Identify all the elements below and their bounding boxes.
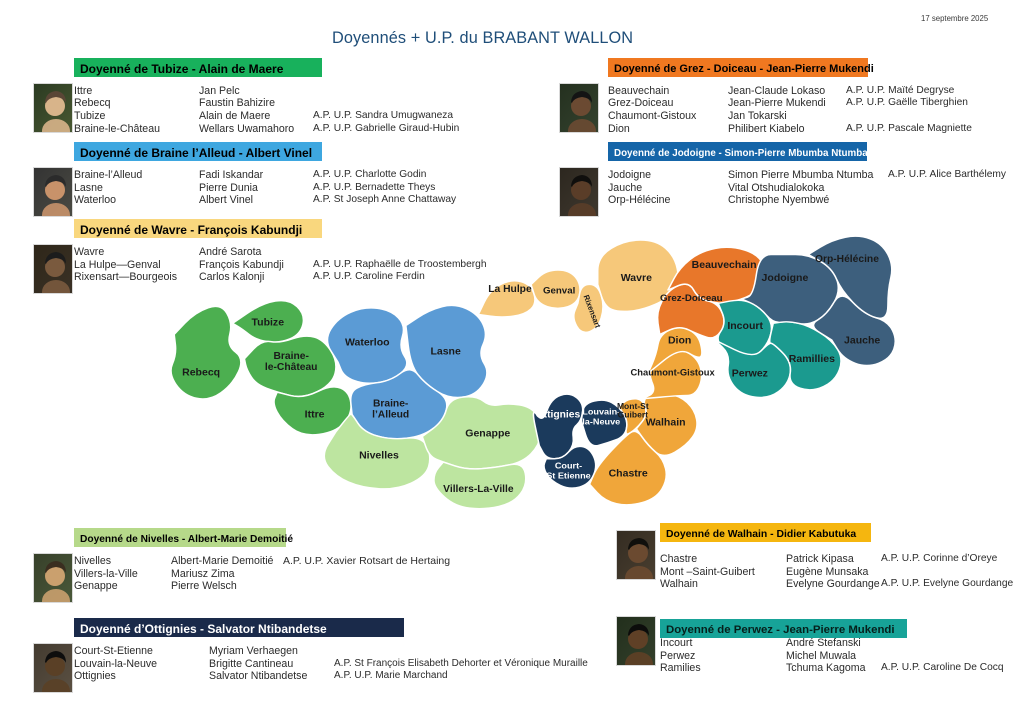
svg-text:Perwez: Perwez — [732, 369, 768, 380]
svg-text:Louvain-: Louvain- — [582, 407, 620, 417]
svg-text:Rebecq: Rebecq — [182, 368, 220, 379]
svg-text:Nivelles: Nivelles — [359, 451, 399, 462]
svg-text:l’Alleud: l’Alleud — [372, 410, 409, 421]
svg-text:Braine-: Braine- — [373, 399, 408, 410]
svg-text:Dion: Dion — [668, 335, 691, 346]
svg-text:Beauvechain: Beauvechain — [692, 260, 757, 271]
svg-text:Braine-: Braine- — [273, 351, 308, 362]
svg-text:Lasne: Lasne — [430, 347, 461, 358]
svg-text:Incourt: Incourt — [727, 321, 763, 332]
svg-text:Wavre: Wavre — [621, 273, 652, 284]
svg-text:Genappe: Genappe — [465, 429, 510, 440]
svg-text:Court-: Court- — [555, 461, 582, 471]
svg-text:Orp-Hélécine: Orp-Hélécine — [815, 254, 879, 265]
svg-text:Guibert: Guibert — [618, 410, 649, 420]
svg-text:Jauche: Jauche — [844, 335, 881, 346]
svg-text:la-Neuve: la-Neuve — [582, 417, 620, 427]
svg-text:Ittre: Ittre — [305, 410, 325, 421]
svg-text:Grez-Doiceau: Grez-Doiceau — [660, 293, 723, 304]
svg-text:Chaumont-Gistoux: Chaumont-Gistoux — [631, 368, 715, 378]
svg-text:le-Château: le-Château — [265, 362, 318, 373]
svg-text:St Etienne: St Etienne — [546, 471, 591, 481]
svg-text:Walhain: Walhain — [646, 418, 686, 429]
svg-text:Tubize: Tubize — [252, 318, 285, 329]
svg-text:Ottignies: Ottignies — [536, 410, 581, 421]
svg-text:Genval: Genval — [543, 286, 575, 297]
svg-text:Chastre: Chastre — [609, 469, 648, 480]
svg-text:La Hulpe: La Hulpe — [488, 284, 532, 295]
svg-text:Ramillies: Ramillies — [789, 354, 835, 365]
svg-text:Waterloo: Waterloo — [345, 338, 390, 349]
svg-text:Jodoigne: Jodoigne — [762, 273, 809, 284]
svg-text:Villers-La-Ville: Villers-La-Ville — [443, 484, 514, 495]
